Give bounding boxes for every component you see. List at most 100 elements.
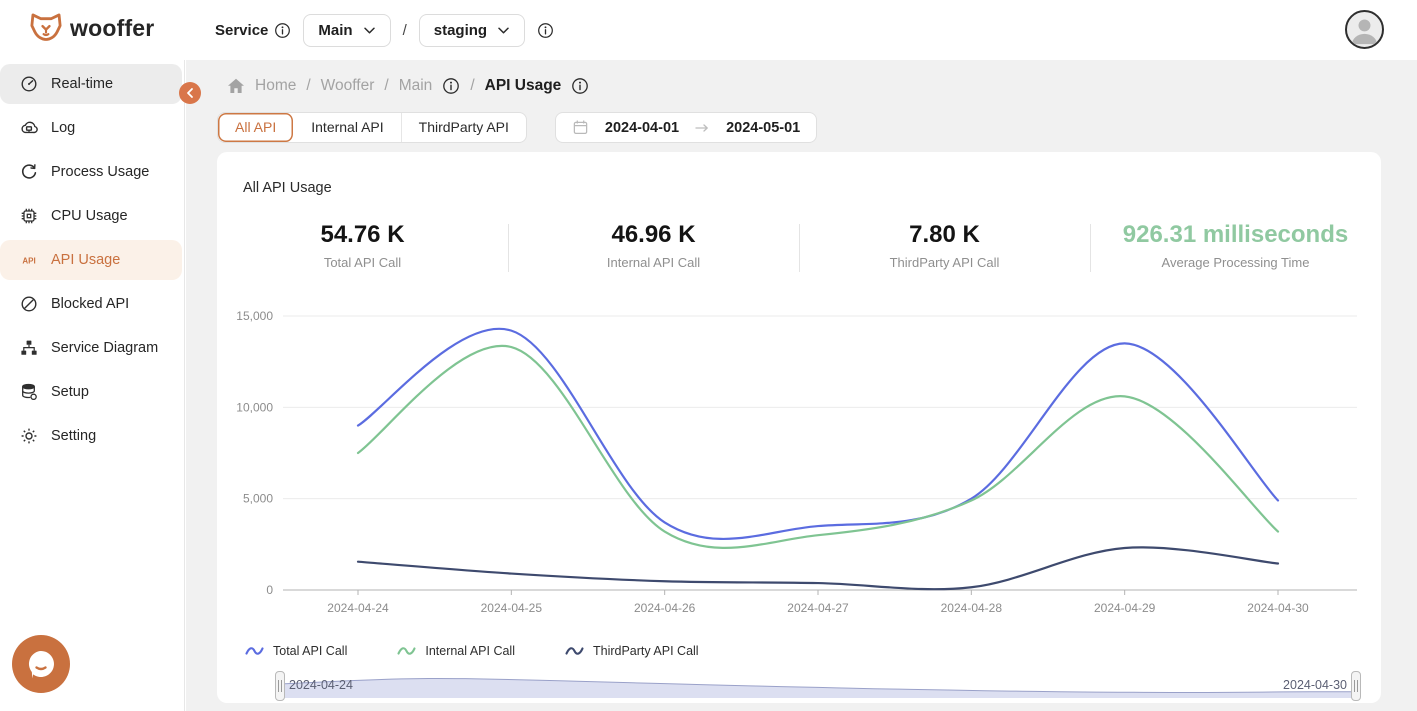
api-usage-card: All API Usage 54.76 K Total API Call 46.… xyxy=(217,152,1381,703)
sidebar-item-blocked-api[interactable]: Blocked API xyxy=(0,284,182,324)
wave-swatch-icon xyxy=(565,645,584,657)
chart-canvas[interactable]: 05,00010,00015,0002024-04-242024-04-2520… xyxy=(225,302,1373,622)
legend-total-api-call[interactable]: Total API Call xyxy=(245,644,347,658)
diagram-icon xyxy=(20,339,38,357)
cpu-chip-icon xyxy=(20,207,38,225)
sidebar-item-setup[interactable]: Setup xyxy=(0,372,182,412)
date-range-end[interactable]: 2024-05-01 xyxy=(726,120,800,136)
sidebar-item-service-diagram[interactable]: Service Diagram xyxy=(0,328,182,368)
breadcrumb-separator: / xyxy=(306,77,310,95)
sidebar-item-label: Service Diagram xyxy=(51,340,158,356)
stats-row: 54.76 K Total API Call 46.96 K Internal … xyxy=(217,214,1381,274)
wooffer-fox-icon xyxy=(30,13,62,43)
brush-sparkline xyxy=(280,674,1356,698)
sidebar-item-log[interactable]: Log xyxy=(0,108,182,148)
chat-support-button[interactable] xyxy=(12,635,70,693)
filter-controls: All API Internal API ThirdParty API 2024… xyxy=(217,112,817,143)
svg-text:2024-04-25: 2024-04-25 xyxy=(481,601,543,615)
stat-label: ThirdParty API Call xyxy=(799,255,1090,270)
breadcrumb-separator: / xyxy=(384,77,388,95)
sidebar-collapse-button[interactable] xyxy=(179,82,201,104)
sidebar-item-cpu-usage[interactable]: CPU Usage xyxy=(0,196,182,236)
stat-label: Average Processing Time xyxy=(1090,255,1381,270)
stat-internal-api-call: 46.96 K Internal API Call xyxy=(508,214,799,274)
card-title: All API Usage xyxy=(243,180,332,196)
stat-value: 7.80 K xyxy=(799,220,1090,250)
breadcrumb-app[interactable]: Wooffer xyxy=(321,77,375,95)
environment-dropdown-value: staging xyxy=(434,22,487,39)
api-icon: API xyxy=(20,251,38,269)
stat-value: 54.76 K xyxy=(217,220,508,250)
breadcrumb-current-page: API Usage xyxy=(485,77,562,95)
api-tab-group: All API Internal API ThirdParty API xyxy=(217,112,527,143)
app-header: wooffer Service Main / staging xyxy=(0,0,1417,60)
sidebar-item-real-time[interactable]: Real-time xyxy=(0,64,182,104)
legend-label: ThirdParty API Call xyxy=(593,644,699,658)
date-range-picker[interactable]: 2024-04-01 2024-05-01 xyxy=(555,112,817,143)
svg-text:2024-04-28: 2024-04-28 xyxy=(941,601,1003,615)
sidebar-item-api-usage[interactable]: API API Usage xyxy=(0,240,182,280)
sidebar-item-label: Setting xyxy=(51,428,96,444)
stat-value: 46.96 K xyxy=(508,220,799,250)
info-icon[interactable] xyxy=(274,22,291,39)
database-icon xyxy=(20,383,38,401)
svg-text:2024-04-30: 2024-04-30 xyxy=(1247,601,1309,615)
tab-internal-api[interactable]: Internal API xyxy=(294,113,401,142)
sidebar-item-label: Blocked API xyxy=(51,296,129,312)
breadcrumb-separator: / xyxy=(470,77,474,95)
line-chart[interactable]: 05,00010,00015,0002024-04-242024-04-2520… xyxy=(225,302,1373,622)
info-icon[interactable] xyxy=(571,77,589,95)
blocked-icon xyxy=(20,295,38,313)
service-label: Service xyxy=(215,22,268,39)
chat-bubble-icon xyxy=(24,647,58,681)
tab-all-api[interactable]: All API xyxy=(218,113,294,142)
breadcrumb-service[interactable]: Main xyxy=(399,77,433,95)
svg-text:API: API xyxy=(22,257,35,266)
breadcrumb-home[interactable]: Home xyxy=(255,77,296,95)
service-dropdown[interactable]: Main xyxy=(303,14,390,47)
sidebar-item-label: API Usage xyxy=(51,252,120,268)
stat-label: Total API Call xyxy=(217,255,508,270)
service-dropdown-value: Main xyxy=(318,22,352,39)
brush-end-label: 2024-04-30 xyxy=(1283,678,1347,692)
sidebar-item-label: Real-time xyxy=(51,76,113,92)
person-icon xyxy=(1347,12,1382,47)
info-icon[interactable] xyxy=(442,77,460,95)
legend-label: Internal API Call xyxy=(425,644,515,658)
chart-range-brush[interactable]: 2024-04-24 2024-04-30 xyxy=(280,674,1356,698)
tab-thirdparty-api[interactable]: ThirdParty API xyxy=(402,113,526,142)
gear-icon xyxy=(20,427,38,445)
brush-left-handle[interactable] xyxy=(275,671,285,701)
legend-internal-api-call[interactable]: Internal API Call xyxy=(397,644,515,658)
sidebar-item-label: CPU Usage xyxy=(51,208,128,224)
chevron-left-icon xyxy=(185,87,195,99)
svg-text:15,000: 15,000 xyxy=(236,309,273,323)
service-label-wrap: Service xyxy=(215,22,291,39)
process-refresh-icon xyxy=(20,163,38,181)
sidebar-item-setting[interactable]: Setting xyxy=(0,416,182,456)
chart-legend: Total API Call Internal API Call ThirdPa… xyxy=(245,641,699,661)
svg-text:5,000: 5,000 xyxy=(243,492,273,506)
legend-thirdparty-api-call[interactable]: ThirdParty API Call xyxy=(565,644,699,658)
sidebar-item-label: Setup xyxy=(51,384,89,400)
stat-total-api-call: 54.76 K Total API Call xyxy=(217,214,508,274)
svg-text:2024-04-26: 2024-04-26 xyxy=(634,601,696,615)
home-icon[interactable] xyxy=(227,77,245,95)
stat-average-processing-time: 926.31 milliseconds Average Processing T… xyxy=(1090,214,1381,274)
environment-dropdown[interactable]: staging xyxy=(419,14,525,47)
stat-value: 926.31 milliseconds xyxy=(1090,220,1381,250)
user-avatar[interactable] xyxy=(1345,10,1384,49)
wave-swatch-icon xyxy=(245,645,264,657)
log-cloud-icon xyxy=(20,119,38,137)
date-range-start[interactable]: 2024-04-01 xyxy=(605,120,679,136)
brand-logo[interactable]: wooffer xyxy=(30,13,154,43)
sidebar-item-process-usage[interactable]: Process Usage xyxy=(0,152,182,192)
brush-right-handle[interactable] xyxy=(1351,671,1361,701)
service-selector-group: Service Main / staging xyxy=(215,0,554,60)
svg-text:2024-04-27: 2024-04-27 xyxy=(787,601,849,615)
chevron-down-icon xyxy=(497,26,510,35)
stat-thirdparty-api-call: 7.80 K ThirdParty API Call xyxy=(799,214,1090,274)
breadcrumb: Home / Wooffer / Main / API Usage xyxy=(227,71,589,101)
info-icon[interactable] xyxy=(537,22,554,39)
wave-swatch-icon xyxy=(397,645,416,657)
